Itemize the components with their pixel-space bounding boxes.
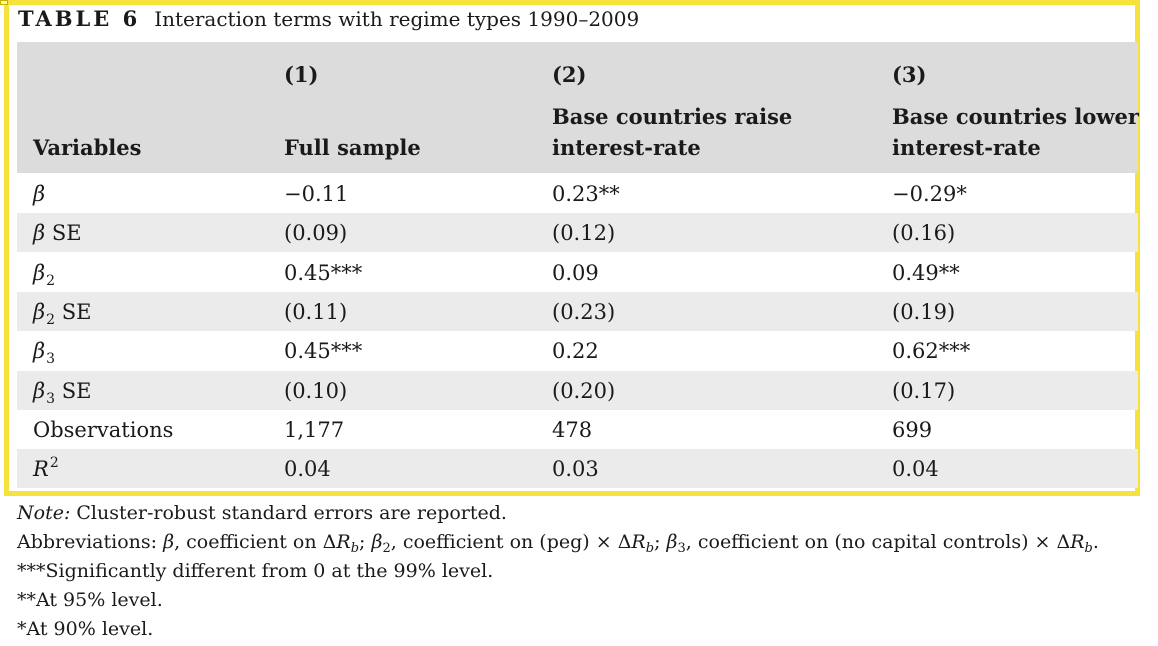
table-row: β3 SE (0.10) (0.20) (0.17): [17, 371, 1138, 410]
header-col2-name-line2: interest-rate: [552, 135, 701, 160]
row-value-col2: 0.22: [552, 339, 599, 363]
variable-suffix: SE: [55, 379, 92, 403]
row-value-col2: 0.09: [552, 261, 599, 285]
abbreviation-segment: ;: [359, 531, 372, 553]
header-col2-name-line1: Base countries raise: [552, 104, 793, 129]
row-value-col1: (0.09): [284, 221, 348, 245]
row-variable-label: β: [33, 174, 45, 213]
row-value-col2: (0.20): [552, 379, 616, 403]
row-value-col3: (0.19): [892, 300, 956, 324]
variable-sup: 2: [49, 455, 59, 471]
row-value-col3: (0.17): [892, 379, 956, 403]
note-line: Note: Cluster-robust standard errors are…: [17, 499, 1099, 528]
table-title: TABLE 6 Interaction terms with regime typ…: [18, 6, 639, 32]
abbreviation-segment: b: [350, 541, 360, 556]
row-value-col1: 0.45***: [284, 261, 363, 285]
variable-sub: 3: [46, 391, 56, 407]
row-variable-label: β2: [33, 253, 55, 292]
row-value-col3: 0.62***: [892, 339, 971, 363]
note-text: Cluster-robust standard errors are repor…: [70, 502, 507, 524]
abbreviation-segment: β: [371, 531, 383, 553]
row-variable-label: β3: [33, 331, 55, 370]
abbreviation-segment: , coefficient on Δ: [174, 531, 337, 553]
variable-sym: β: [33, 339, 46, 363]
abbreviation-segment: 3: [677, 541, 686, 556]
row-value-col2: (0.12): [552, 221, 616, 245]
variable-sub: 2: [46, 273, 56, 289]
variable-sym: R: [33, 457, 49, 481]
row-value-col1: 0.04: [284, 457, 331, 481]
significance-99-note: ***Significantly different from 0 at the…: [17, 560, 494, 582]
table-row: R2 0.04 0.03 0.04: [17, 449, 1138, 488]
abbreviation-segment: R: [1070, 531, 1085, 553]
row-value-col2: (0.23): [552, 300, 616, 324]
row-variable-label: R2: [33, 449, 59, 488]
abbreviation-segment: , coefficient on (no capital controls) ×…: [685, 531, 1071, 553]
row-value-col1: −0.11: [284, 182, 349, 206]
row-value-col1: 0.45***: [284, 339, 363, 363]
header-col2-number: (2): [552, 62, 587, 87]
row-value-col1: 1,177: [284, 418, 345, 442]
variable-sym: β: [33, 221, 46, 245]
header-col1-number: (1): [284, 62, 319, 87]
variable-suffix: SE: [55, 300, 92, 324]
table-row: Observations 1,177 478 699: [17, 410, 1138, 449]
table-header: Variables (1) Full sample (2) Base count…: [17, 42, 1139, 173]
abbreviation-segment: Abbreviations:: [17, 531, 164, 553]
abbreviation-segment: .: [1092, 531, 1099, 553]
significance-95-note: **At 95% level.: [17, 589, 163, 611]
row-value-col3: 0.49**: [892, 261, 960, 285]
row-value-col3: 699: [892, 418, 933, 442]
table-row: β2 0.45*** 0.09 0.49**: [17, 253, 1138, 292]
abbreviation-segment: b: [645, 541, 655, 556]
row-value-col2: 0.03: [552, 457, 599, 481]
table-notes: Note: Cluster-robust standard errors are…: [17, 499, 1099, 644]
variable-suffix: SE: [45, 221, 82, 245]
header-col3-name-line1: Base countries lower: [892, 104, 1139, 129]
row-value-col3: (0.16): [892, 221, 956, 245]
table-row: β3 0.45*** 0.22 0.62***: [17, 331, 1138, 370]
header-col3-name-line2: interest-rate: [892, 135, 1041, 160]
row-variable-label: Observations: [33, 410, 173, 449]
row-value-col3: 0.04: [892, 457, 939, 481]
table-label: TABLE 6: [18, 6, 141, 31]
variable-sub: 2: [46, 312, 56, 328]
row-variable-label: β SE: [33, 213, 82, 252]
row-value-col2: 478: [552, 418, 593, 442]
abbreviation-segment: , coefficient on (peg) × Δ: [390, 531, 632, 553]
abbreviation-segment: b: [1084, 541, 1093, 556]
abbreviation-segment: R: [336, 531, 351, 553]
row-variable-label: β3 SE: [33, 371, 91, 410]
abbreviation-segment: ;: [654, 531, 667, 553]
abbreviation-segment: β: [163, 531, 175, 553]
abbreviation-segment: R: [631, 531, 646, 553]
variable-suffix: Observations: [33, 418, 174, 442]
header-col3-number: (3): [892, 62, 927, 87]
table-caption: Interaction terms with regime types 1990…: [154, 7, 640, 31]
variable-sym: β: [33, 379, 46, 403]
row-value-col1: (0.11): [284, 300, 348, 324]
variable-sym: β: [33, 300, 46, 324]
abbreviation-segment: 2: [382, 541, 391, 556]
abbreviations-line: Abbreviations: β, coefficient on ΔRb; β2…: [17, 528, 1099, 557]
significance-90-note: *At 90% level.: [17, 618, 154, 640]
row-variable-label: β2 SE: [33, 292, 91, 331]
header-col1-name: Full sample: [284, 135, 421, 160]
note-label: Note:: [17, 502, 71, 524]
abbreviation-segment: β: [666, 531, 678, 553]
row-value-col3: −0.29*: [892, 182, 967, 206]
table-row: β2 SE (0.11) (0.23) (0.19): [17, 292, 1138, 331]
row-value-col1: (0.10): [284, 379, 348, 403]
header-variables: Variables: [33, 135, 142, 160]
variable-sym: β: [33, 261, 46, 285]
variable-sym: β: [33, 182, 46, 206]
selection-corner-handle[interactable]: [0, 0, 8, 5]
table-row: β SE (0.09) (0.12) (0.16): [17, 213, 1138, 252]
row-value-col2: 0.23**: [552, 182, 620, 206]
table-row: β −0.11 0.23** −0.29*: [17, 174, 1138, 213]
variable-sub: 3: [46, 351, 56, 367]
